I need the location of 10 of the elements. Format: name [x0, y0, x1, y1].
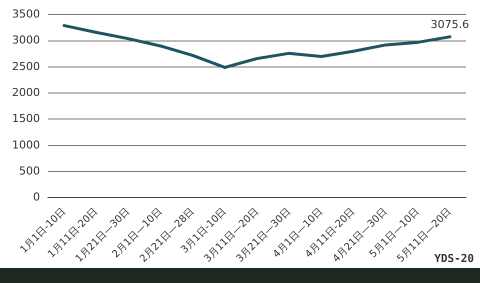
y-tick-label: 1500 [12, 112, 40, 126]
y-tick-label: 3500 [12, 7, 40, 20]
data-label: 3075.6 [430, 18, 470, 32]
y-tick-label: 2500 [12, 60, 40, 73]
y-tick-label: 3000 [12, 34, 40, 47]
y-tick-label: 0 [32, 190, 40, 204]
y-tick-label: 1000 [12, 138, 40, 152]
y-tick-label: 2000 [12, 86, 40, 99]
text: YDS-20 [434, 252, 474, 265]
y-tick-label: 500 [18, 164, 40, 178]
